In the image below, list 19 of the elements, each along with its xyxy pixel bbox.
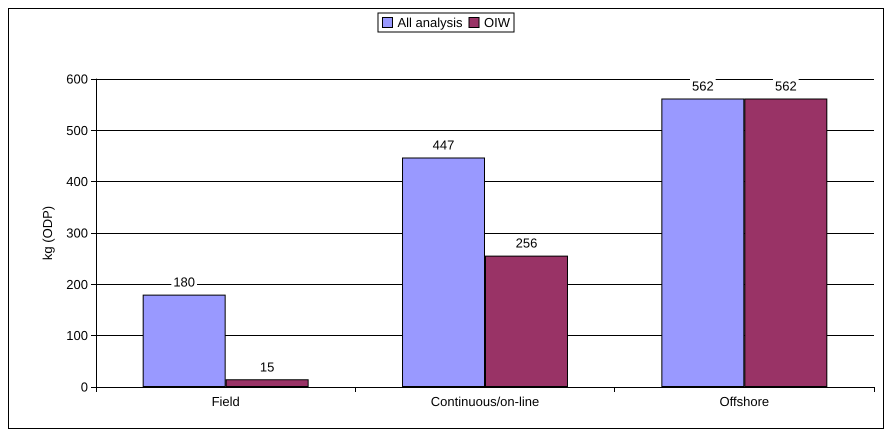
y-tick-label: 200	[66, 276, 88, 292]
x-tick-label: Offshore	[720, 394, 770, 409]
data-label: 562	[692, 78, 714, 94]
x-tick-label: Continuous/on-line	[430, 394, 540, 409]
y-tick-label: 100	[66, 328, 88, 344]
y-tick-label: 300	[66, 226, 88, 240]
data-label: 256	[516, 236, 538, 251]
data-label: 562	[774, 78, 797, 94]
data-label: 15	[260, 359, 274, 374]
y-axis-title: kg (ODP)	[40, 206, 55, 260]
y-tick-label: 500	[66, 122, 88, 138]
y-tick-label: 0	[80, 380, 88, 394]
y-tick-label: 600	[66, 72, 88, 86]
legend-label: All analysis	[397, 15, 464, 30]
legend-label: OIW	[484, 15, 511, 30]
x-tick-label: Field	[212, 394, 240, 409]
y-tick-label: 400	[66, 174, 88, 190]
data-label: 180	[173, 274, 196, 290]
data-label: 447	[432, 138, 454, 153]
